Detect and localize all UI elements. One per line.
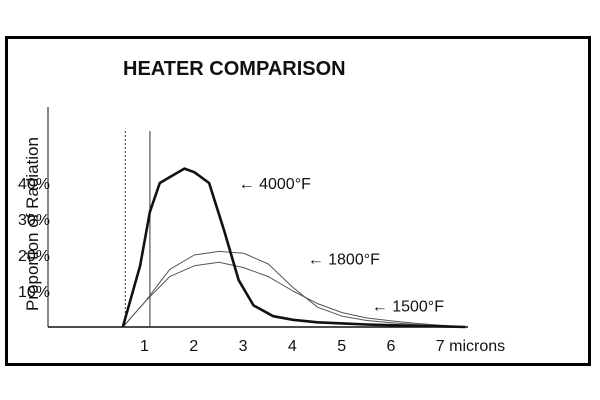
- chart: HEATER COMPARISON Proportion of Radiatio…: [18, 58, 505, 355]
- series-line-1800f: [122, 250, 466, 328]
- y-tick-label: 30%: [18, 212, 50, 229]
- x-tick-label: 5: [337, 338, 346, 355]
- x-tick-label: 2: [189, 338, 198, 355]
- x-tick-label: 1: [140, 338, 149, 355]
- annotation-1500f: ← 1500°F: [372, 298, 444, 315]
- x-tick-label: 7 microns: [436, 338, 505, 355]
- chart-title: HEATER COMPARISON: [123, 58, 346, 80]
- y-tick-label: 40%: [18, 176, 50, 193]
- annotation-4000f: ← 4000°F: [239, 176, 311, 193]
- x-tick-label: 4: [288, 338, 297, 355]
- chart-frame: HEATER COMPARISON Proportion of Radiatio…: [5, 36, 591, 366]
- x-tick-label: 6: [387, 338, 396, 355]
- annotation-1800f: ← 1800°F: [308, 252, 380, 269]
- y-tick-label: 10%: [18, 284, 50, 301]
- series-line-4000f: [121, 167, 466, 329]
- y-axis-label: Proportion of Radiation: [23, 137, 42, 311]
- x-tick-label: 3: [239, 338, 248, 355]
- series-line-1500f: [122, 261, 466, 328]
- y-tick-label: 20%: [18, 248, 50, 265]
